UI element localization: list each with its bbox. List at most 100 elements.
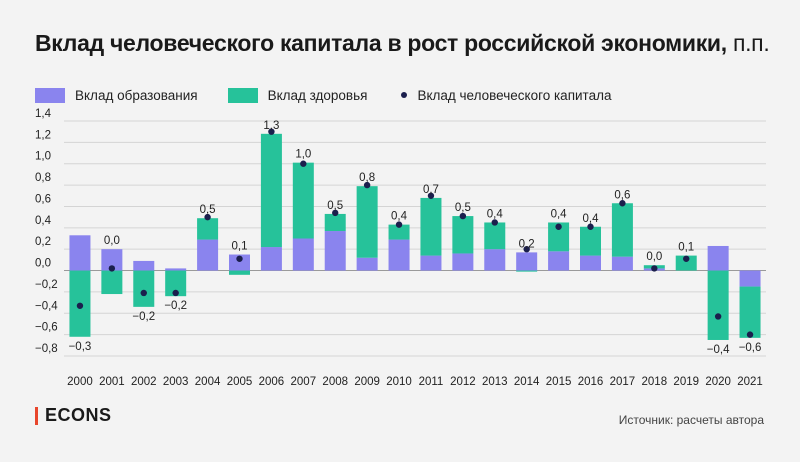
x-tick-label: 2005 (227, 376, 253, 388)
bar-education (197, 239, 219, 271)
data-label: 0,0 (104, 235, 120, 247)
legend-label-total: Вклад человеческого капитала (417, 87, 612, 103)
point-total (300, 160, 307, 167)
bar-health (260, 133, 282, 248)
bar-education (611, 256, 633, 271)
point-total (204, 213, 211, 221)
point-total (236, 255, 243, 262)
bar-education (388, 239, 410, 271)
data-label: 0,4 (583, 213, 600, 225)
source-note: Источник: расчеты автора (618, 413, 764, 427)
x-tick-label: 2015 (546, 376, 572, 388)
x-tick-label: 2012 (450, 376, 476, 388)
data-label: 0,0 (646, 251, 662, 263)
y-tick-label: 1,4 (35, 108, 52, 120)
x-tick-label: 2010 (386, 376, 412, 388)
bar-education (324, 231, 346, 271)
point-total (555, 223, 562, 230)
bar-health (133, 270, 155, 307)
legend-dot-total (401, 92, 408, 98)
point-total (523, 245, 530, 253)
x-tick-label: 2001 (99, 376, 125, 388)
bar-education (101, 249, 123, 271)
bar-education (69, 235, 91, 271)
data-label: 0,5 (455, 202, 471, 214)
point-total (108, 265, 116, 272)
y-tick-label: 0,2 (35, 236, 51, 248)
bar-health (165, 270, 187, 297)
legend-swatch-education (35, 87, 65, 103)
data-label: 0,5 (200, 204, 216, 216)
legend-label-health: Вклад здоровья (267, 87, 368, 103)
bar-education (548, 251, 570, 271)
data-label: 1,3 (263, 120, 279, 132)
bar-education (452, 253, 474, 271)
data-label: −0,3 (69, 341, 92, 353)
data-label: −0,4 (707, 344, 730, 356)
x-tick-label: 2018 (642, 376, 668, 388)
legend: Вклад образования Вклад здоровья Вклад ч… (35, 86, 641, 104)
bar-health (197, 218, 219, 240)
title-text: Вклад человеческого капитала в рост росс… (35, 30, 727, 56)
y-tick-label: 0,0 (35, 258, 51, 270)
bar-health (229, 270, 250, 275)
y-tick-label: 0,6 (35, 193, 51, 205)
point-total (459, 212, 467, 220)
bar-health (516, 270, 538, 272)
y-tick-label: 1,0 (35, 151, 51, 163)
x-tick-label: 2016 (578, 376, 604, 388)
data-label: 0,8 (359, 172, 375, 184)
bar-health (611, 203, 633, 257)
data-label: −0,2 (132, 311, 155, 323)
bar-education (580, 255, 601, 271)
bar-education (356, 257, 378, 271)
x-tick-label: 2006 (259, 376, 285, 388)
data-label: −0,6 (739, 342, 762, 354)
x-tick-label: 2021 (737, 376, 763, 388)
point-total (76, 302, 84, 309)
data-label: −0,2 (164, 300, 187, 312)
chart-title: Вклад человеческого капитала в рост росс… (35, 30, 770, 57)
x-tick-label: 2014 (514, 376, 540, 388)
point-total (332, 209, 339, 217)
x-tick-label: 2019 (673, 376, 699, 388)
y-tick-label: 1,2 (35, 129, 51, 141)
bar-health (388, 224, 410, 240)
x-tick-label: 2017 (610, 376, 636, 388)
bar-health (292, 162, 314, 239)
bar-health (101, 270, 123, 295)
x-tick-label: 2003 (163, 376, 189, 388)
data-label: 0,1 (232, 241, 248, 253)
y-tick-label: −0,2 (35, 279, 58, 291)
bar-education (707, 245, 729, 271)
legend-item-total: Вклад человеческого капитала (397, 88, 611, 103)
y-tick-label: −0,4 (35, 300, 58, 312)
x-tick-label: 2020 (705, 376, 731, 388)
point-total (651, 265, 658, 272)
data-label: 0,4 (487, 208, 504, 220)
legend-item-health: Вклад здоровья (227, 87, 368, 103)
brand-logo: ECONS (35, 405, 112, 426)
bar-health (324, 213, 346, 232)
x-tick-label: 2013 (482, 376, 508, 388)
data-label: 0,2 (519, 238, 535, 250)
point-total (140, 289, 147, 297)
y-tick-label: −0,8 (35, 343, 58, 355)
data-label: 1,0 (295, 149, 311, 161)
y-tick-label: 0,4 (35, 215, 52, 227)
x-tick-label: 2008 (322, 376, 348, 388)
y-tick-label: −0,6 (35, 322, 58, 334)
bar-health (356, 186, 378, 258)
legend-item-education: Вклад образования (35, 87, 198, 103)
bar-health (452, 216, 474, 254)
bar-health (675, 255, 697, 271)
bar-education (484, 249, 506, 271)
bar-health (707, 270, 729, 340)
x-tick-label: 2011 (419, 376, 444, 388)
data-label: 0,4 (551, 208, 568, 220)
point-total (683, 255, 690, 262)
data-label: 0,1 (678, 242, 694, 254)
bar-education (420, 255, 442, 271)
point-total (363, 181, 371, 189)
